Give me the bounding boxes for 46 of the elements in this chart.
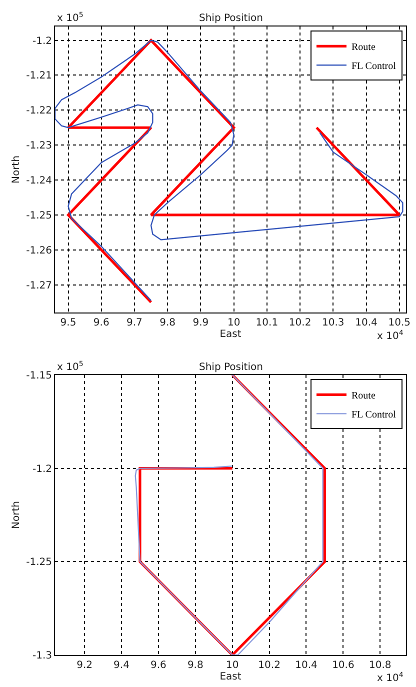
x-tick-label: 9.8 [160, 318, 176, 329]
y-tick-label: -1.3 [32, 650, 52, 662]
x-tick-label: 10.4 [355, 318, 378, 329]
text: x 10$^{5}$ [57, 360, 84, 374]
x-tick-label: 9.7 [126, 318, 142, 329]
x-tick-label: 10.1 [256, 318, 278, 329]
x-axis-title: East [220, 672, 242, 682]
text: x 10$^{4}$ [377, 329, 404, 342]
x-tick-label: 10.4 [295, 660, 318, 671]
x-tick-label: 9.2 [76, 660, 93, 671]
text: x 10$^{5}$ [57, 11, 84, 24]
legend-label: FL Control [351, 61, 396, 72]
y-tick-label: -1.26 [26, 245, 52, 256]
x-tick-label: 9.6 [150, 660, 166, 671]
x-tick-label: 10 [226, 660, 239, 671]
y-tick-label: -1.24 [26, 176, 52, 187]
x-tick-label: 9.6 [93, 318, 110, 329]
x-tick-label: 10.2 [288, 318, 312, 329]
x-axis-title: East [220, 329, 242, 340]
y-tick-label: -1.2 [32, 464, 52, 475]
x-tick-label: 10.8 [369, 660, 392, 671]
x-tick-label: 10.3 [322, 318, 344, 329]
y-tick-label: -1.25 [26, 210, 52, 222]
legend-label: FL Control [351, 410, 396, 421]
x-tick-label: 10 [227, 318, 240, 329]
x-tick-label: 10.6 [332, 660, 354, 671]
y-tick-label: -1.27 [26, 280, 52, 292]
legend-label: Route [351, 390, 376, 402]
x-tick-label: 10.2 [258, 660, 280, 671]
x-tick-label: 9.5 [60, 318, 76, 329]
x-tick-label: 10.5 [388, 318, 411, 329]
y-tick-label: -1.21 [26, 70, 52, 82]
x-tick-label: 9.8 [187, 660, 204, 671]
y-tick-label: -1.25 [26, 557, 52, 568]
y-axis-title: North [11, 156, 22, 184]
chart-title: Ship Position [199, 362, 263, 373]
y-tick-label: -1.2 [32, 36, 52, 47]
chart-title: Ship Position [199, 13, 263, 24]
text: x 10$^{4}$ [377, 671, 404, 684]
y-axis-title: North [11, 501, 22, 529]
x-tick-label: 9.9 [192, 318, 209, 329]
y-tick-label: -1.23 [26, 140, 52, 152]
x-tick-label: 9.4 [114, 660, 130, 671]
legend-label: Route [351, 42, 376, 54]
y-tick-label: -1.15 [26, 370, 52, 382]
y-tick-label: -1.22 [26, 106, 52, 117]
